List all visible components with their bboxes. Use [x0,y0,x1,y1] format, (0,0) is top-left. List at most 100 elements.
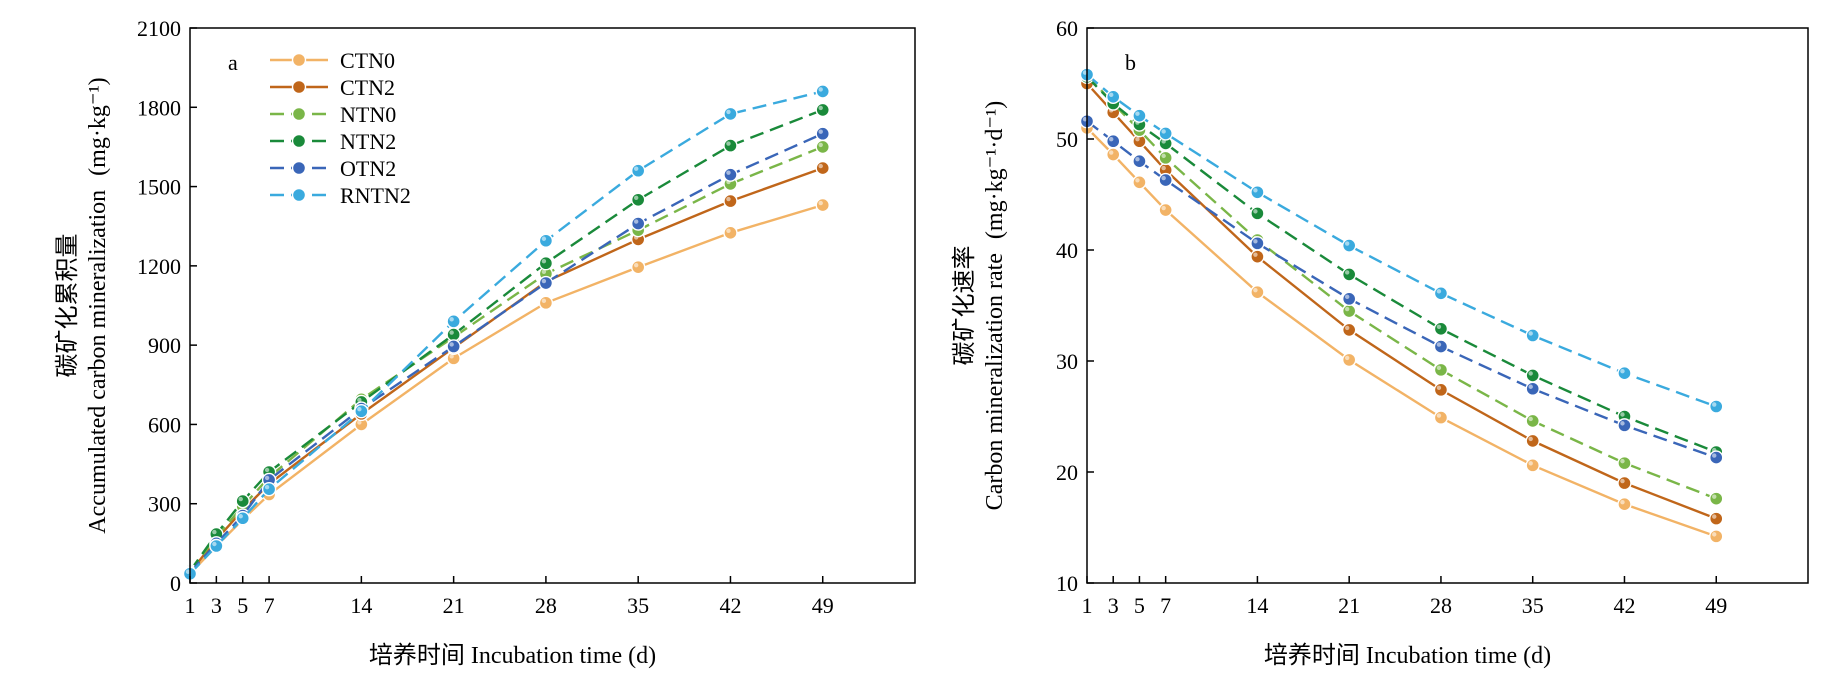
panel-b-point-ctn0 [1341,352,1357,368]
panel-a-point-highlight [264,475,270,481]
panel-a-point-ntn2 [723,138,738,153]
panel-b-y-tick-label: 10 [1056,571,1078,596]
panel-b-point-ntn2 [1250,206,1265,221]
panel-b-point-otn2 [1250,236,1265,251]
panel-a-chart: 1 3 5 7 14 21 28 35 42 49030060090012001500180021… [54,16,916,669]
panel-b-y-tick-label: 50 [1056,127,1078,152]
panel-b-point-ctn0 [1525,458,1540,473]
panel-a-point-highlight [541,278,547,284]
panel-a-point-ntn2 [235,493,250,509]
panel-b-y-tick-label: 60 [1056,16,1078,41]
panel-b-series-line-ctn2 [1086,82,1717,520]
panel-b-series-line-otn2 [1086,120,1717,459]
panel-a-point-ctn0 [630,259,646,275]
panel-b-point-highlight [1344,294,1350,300]
panel-b-point-ntn0 [1433,362,1449,378]
panel-a-x-tick-label: 5 [237,593,248,618]
panel-b-y-axis-label-en: Carbon mineralization rate (mg·kg⁻¹·d⁻¹) [982,101,1008,511]
panel-b-point-otn2 [1617,418,1632,433]
panel-b-x-tick-label: 14 [1246,593,1268,618]
panel-b-point-highlight [1253,209,1258,214]
panel-a-x-tick-label: 7 [264,593,275,618]
panel-a-x-tick-label: 14 [350,593,372,618]
panel-a-y-axis-label-zh: 碳矿化累积量 [54,234,81,378]
panel-b-point-highlight [1620,499,1625,505]
legend-label-otn2: OTN2 [340,156,396,181]
panel-a-point-highlight [726,141,731,146]
panel-b-point-ntn0 [1525,413,1540,429]
panel-b-point-highlight [1620,369,1625,374]
panel-b-point-ntn2 [1525,368,1540,383]
panel-b-point-ntn0 [1158,150,1173,166]
panel-a-point-highlight [818,200,823,206]
panel-a-y-axis-label-en: Accumulated carbon mineralization (mg·kg… [85,77,111,533]
legend-marker-ntn0 [291,106,307,122]
panel-b-series-line-rntn2 [1086,73,1717,408]
panel-b-point-ctn2 [1433,382,1449,398]
panel-b-point-highlight [1620,478,1625,484]
panel-b-point-otn2 [1709,450,1724,465]
panel-b-x-tick-label: 1 [1082,593,1093,618]
panel-a-tag: a [228,50,238,75]
panel-a-point-ntn0 [815,139,830,155]
panel-b-y-axis-label: 碳矿化速率 Carbon mineralization rate (mg·kg⁻… [951,101,1008,511]
legend-label-ntn0: NTN0 [340,102,396,127]
panel-a-point-highlight [264,467,270,473]
panel-a-point-highlight [726,228,731,234]
panel-b-point-highlight [1253,287,1258,293]
panel-b-point-ntn0 [1341,303,1357,319]
panel-b-point-otn2 [1525,381,1540,396]
panel-a-x-tick-label: 42 [719,593,741,618]
panel-b-point-highlight [1528,331,1533,336]
panel-a-ticks: 1 3 5 7 14 21 28 35 42 49030060090012001500180021… [137,16,834,618]
panel-b-y-tick-label: 20 [1056,460,1078,485]
legend-marker-ctn0 [291,52,307,68]
panel-b-point-highlight [1161,129,1166,134]
panel-a-y-axis-label-unit: (mg·kg⁻¹) [85,77,111,176]
panel-a-point-highlight [726,170,731,175]
panel-b-point-ntn2 [1341,267,1357,282]
panel-b-point-highlight [1109,92,1114,98]
panel-a-point-otn2 [538,275,554,291]
panel-b-y-tick-label: 30 [1056,349,1078,374]
panel-a-point-otn2 [815,126,830,141]
panel-b-x-axis-label: 培养时间 Incubation time (d) [1264,642,1551,669]
panel-a-point-highlight [726,196,731,202]
panel-b-x-tick-label: 42 [1613,593,1635,618]
panel-b-y-axis-label-unit: (mg·kg⁻¹·d⁻¹) [982,101,1008,239]
panel-b-y-axis-label-zh: 碳矿化速率 [951,246,978,366]
panel-b-point-rntn2 [1158,126,1173,141]
panel-b-x-tick-label: 49 [1705,593,1727,618]
panel-a-point-highlight [818,129,823,134]
panel-b-point-highlight [1082,117,1088,122]
panel-b-x-tick-label: 21 [1338,593,1360,618]
panel-b-y-tick-label: 40 [1056,238,1078,263]
panel-a-y-tick-label: 900 [148,333,181,358]
legend-label-ctn0: CTN0 [340,48,395,73]
panel-a-point-rntn2 [538,233,554,248]
panel-a-y-axis-label: 碳矿化累积量 Accumulated carbon mineralization… [54,77,111,533]
panel-a-y-axis-label-en-text: Accumulated carbon mineralization [85,190,111,534]
panel-a-point-highlight [185,569,191,574]
panel-a-point-highlight [238,514,243,519]
panel-a-point-highlight [633,219,639,224]
panel-b-point-rntn2 [1433,286,1449,301]
panel-b-point-highlight [1344,270,1350,275]
panel-b-point-ntn0 [1617,455,1632,471]
panel-b-point-highlight [1620,412,1625,417]
panel-b-marks [1079,67,1724,544]
panel-a-point-ntn2 [815,102,830,118]
panel-b-point-otn2 [1132,153,1147,169]
panel-b-point-highlight [1436,413,1442,418]
panel-b-point-highlight [1436,365,1442,371]
panel-a-point-ntn2 [446,327,461,342]
panel-a-point-highlight [449,330,454,335]
panel-b-point-rntn2 [1250,185,1265,200]
panel-a-series-line-ntn2 [189,108,824,572]
panel-a-frame [189,27,916,584]
panel-b-point-highlight [1712,402,1717,407]
legend-marker-ntn2 [291,133,307,149]
panel-a-point-highlight [212,541,217,547]
panel-a-point-rntn2 [446,314,461,329]
